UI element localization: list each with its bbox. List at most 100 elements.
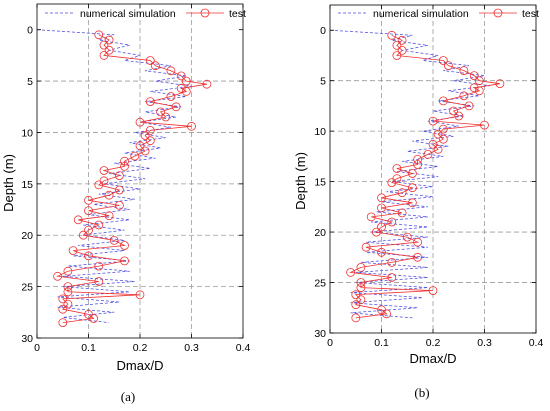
test-point-marker — [413, 154, 423, 164]
legend-test-marker — [493, 8, 503, 18]
test-point-marker — [145, 125, 155, 135]
test-point-marker — [469, 71, 479, 80]
test-point-marker — [356, 295, 366, 305]
y-tick-label: 10 — [314, 126, 326, 138]
grid-layer — [37, 4, 243, 338]
test-point-marker — [53, 271, 62, 281]
test-point-marker — [135, 117, 145, 127]
test-point-marker — [104, 190, 114, 200]
test-point-marker — [104, 45, 114, 55]
test-point-marker — [433, 144, 443, 154]
test-point-marker — [438, 134, 448, 144]
test-point-marker — [356, 262, 366, 272]
test-point-marker — [480, 120, 489, 130]
x-tick-label: 0.4 — [236, 342, 251, 354]
test-point-marker — [413, 237, 423, 247]
panel-b-chart: 0 0.1 0.2 0.3 0.4 0 5 10 15 20 25 30 numerical simu… — [293, 4, 543, 400]
test-point-marker — [202, 79, 212, 89]
test-point-marker — [68, 246, 78, 256]
test-point-marker — [449, 106, 459, 116]
x-tick-label: 0.2 — [426, 337, 441, 349]
test-point-marker — [99, 166, 109, 175]
test-point-marker — [104, 35, 114, 45]
test-point-marker — [135, 141, 145, 151]
legend-test-label: test — [522, 8, 539, 20]
test-point-marker — [392, 164, 402, 173]
test-point-marker — [166, 66, 176, 76]
test-point-marker — [150, 61, 160, 71]
test-point-marker — [397, 35, 407, 45]
test-point-marker — [156, 107, 166, 117]
y-tick-label: 20 — [314, 227, 326, 239]
y-tick-label: 25 — [314, 278, 326, 290]
tick-layer: 0 0.1 0.2 0.3 0.4 0 5 10 15 20 25 30 — [314, 5, 543, 349]
y-axis-label: Depth (m) — [293, 152, 308, 210]
test-point-marker — [145, 56, 155, 65]
y-tick-label: 5 — [27, 76, 33, 88]
test-point-marker — [413, 160, 423, 169]
test-point-marker — [407, 169, 417, 178]
test-point-marker — [94, 180, 104, 190]
panel-label: (a) — [121, 389, 135, 404]
test-point-marker — [84, 225, 93, 235]
test-point-marker — [120, 156, 129, 166]
test-point-marker — [397, 46, 407, 55]
test-point-marker — [351, 290, 361, 300]
test-point-marker — [428, 139, 438, 149]
test-point-marker — [176, 71, 186, 81]
y-tick-label: 15 — [21, 179, 33, 191]
test-point-marker — [58, 318, 68, 328]
x-axis-label: Dmax/D — [410, 351, 457, 366]
test-point-marker — [474, 86, 484, 96]
series-layer — [36, 29, 212, 328]
test-point-marker — [115, 200, 124, 210]
test-point-marker — [187, 121, 196, 131]
test-point-marker — [181, 87, 191, 96]
x-tick-label: 0.1 — [81, 342, 96, 354]
test-point-marker — [84, 251, 93, 261]
test-point-marker — [84, 195, 93, 205]
test-point-marker — [140, 146, 150, 156]
x-tick-label: 0 — [327, 337, 333, 349]
test-point-marker — [63, 266, 73, 276]
test-point-marker — [392, 51, 402, 60]
test-point-marker — [361, 242, 371, 252]
test-point-marker — [130, 151, 140, 161]
test-point-marker — [454, 111, 464, 121]
test-point-marker — [377, 203, 386, 213]
test-point-marker — [387, 217, 397, 227]
legend-test-marker — [200, 8, 210, 18]
test-point-marker — [115, 171, 124, 181]
test-point-marker — [469, 83, 479, 93]
test-point-marker — [176, 83, 186, 93]
tick-layer: 0 0.1 0.2 0.3 0.4 0 5 10 15 20 25 30 — [21, 4, 250, 354]
test-point-marker — [387, 273, 397, 282]
y-tick-label: 20 — [21, 230, 33, 242]
y-tick-label: 0 — [320, 25, 326, 37]
x-tick-label: 0.3 — [184, 342, 199, 354]
test-point-marker — [94, 261, 104, 271]
x-tick-label: 0.2 — [133, 342, 148, 354]
legend: numerical simulation test — [45, 8, 246, 20]
y-tick-label: 5 — [320, 76, 326, 88]
test-series-line — [56, 34, 207, 323]
test-point-marker — [135, 290, 145, 300]
simulation-series-line — [329, 29, 490, 319]
panel-a-chart: 0 0.1 0.2 0.3 0.4 0 5 10 15 20 25 30 numerical simu… — [1, 3, 250, 404]
test-point-marker — [84, 206, 93, 216]
test-series-line — [349, 34, 500, 319]
test-point-marker — [99, 40, 109, 50]
test-point-marker — [402, 232, 412, 242]
test-point-marker — [351, 313, 361, 323]
y-tick-label: 15 — [314, 177, 326, 189]
test-point-marker — [356, 278, 366, 287]
panel-label: (b) — [414, 385, 429, 400]
y-tick-label: 0 — [27, 25, 33, 37]
test-point-marker — [366, 212, 376, 222]
test-point-marker — [351, 300, 361, 310]
test-point-marker — [63, 282, 73, 292]
x-axis-label: Dmax/D — [117, 358, 164, 373]
legend-test-label: test — [229, 8, 246, 20]
test-point-marker — [387, 30, 397, 40]
